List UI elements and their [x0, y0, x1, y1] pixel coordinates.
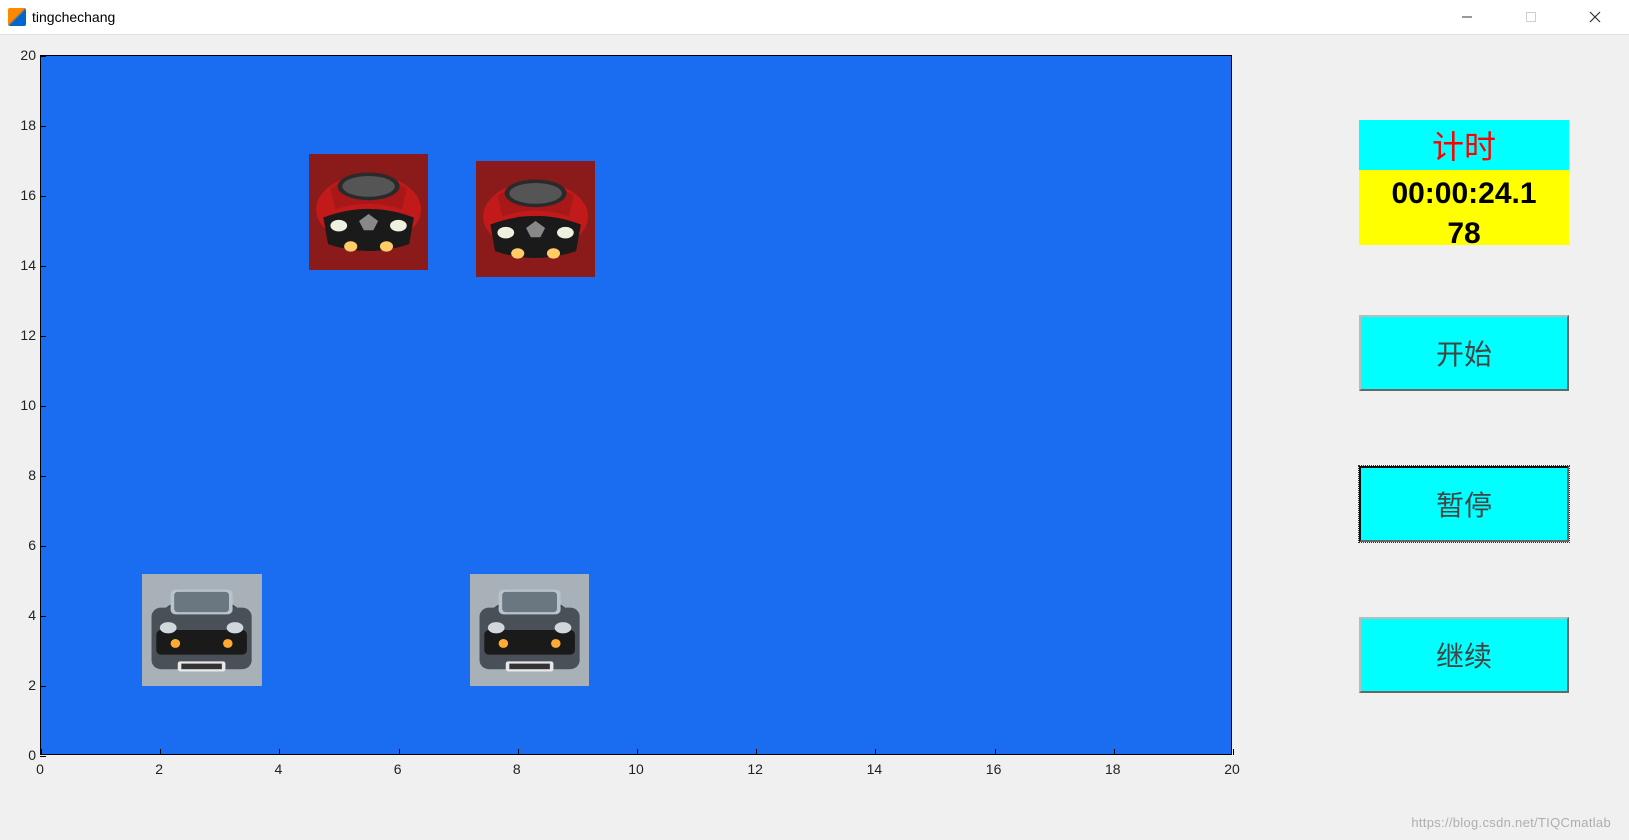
- axes: 0246810121416182002468101214161820: [40, 55, 1232, 755]
- x-tick-label: 16: [986, 761, 1002, 777]
- window-controls: [1447, 2, 1615, 32]
- continue-button[interactable]: 继续: [1359, 617, 1569, 693]
- x-tick-label: 10: [628, 761, 644, 777]
- grey-car-sprite: [470, 574, 589, 686]
- x-tick-label: 18: [1105, 761, 1121, 777]
- close-button[interactable]: [1575, 2, 1615, 32]
- red-car-sprite: [476, 161, 595, 277]
- y-tick-label: 12: [10, 327, 36, 343]
- timer-line1: 00:00:24.1: [1359, 174, 1569, 214]
- y-tick-label: 10: [10, 397, 36, 413]
- y-tick-label: 20: [10, 47, 36, 63]
- x-tick-label: 0: [36, 761, 44, 777]
- x-tick-label: 2: [155, 761, 163, 777]
- axes-plot-area[interactable]: [40, 55, 1232, 755]
- window-title: tingchechang: [32, 9, 1447, 25]
- y-tick-label: 8: [10, 467, 36, 483]
- titlebar: tingchechang: [0, 0, 1629, 35]
- grey-car-sprite: [142, 574, 261, 686]
- y-tick-label: 6: [10, 537, 36, 553]
- figure-body: 0246810121416182002468101214161820 计时 00…: [0, 35, 1629, 840]
- start-button[interactable]: 开始: [1359, 315, 1569, 391]
- x-tick-label: 6: [394, 761, 402, 777]
- pause-button[interactable]: 暂停: [1359, 466, 1569, 542]
- x-tick-label: 4: [274, 761, 282, 777]
- y-tick-label: 16: [10, 187, 36, 203]
- y-tick-label: 14: [10, 257, 36, 273]
- maximize-button[interactable]: [1511, 2, 1551, 32]
- timer-line2: 78: [1359, 214, 1569, 245]
- y-tick-label: 0: [10, 747, 36, 763]
- x-tick-label: 12: [747, 761, 763, 777]
- x-tick-label: 20: [1224, 761, 1240, 777]
- y-tick-label: 4: [10, 607, 36, 623]
- y-tick-label: 18: [10, 117, 36, 133]
- x-tick-label: 8: [513, 761, 521, 777]
- timer-label: 计时: [1359, 120, 1569, 170]
- x-tick-label: 14: [867, 761, 883, 777]
- matlab-icon: [8, 8, 26, 26]
- control-panel: 计时 00:00:24.1 78 开始 暂停 继续: [1359, 120, 1569, 693]
- red-car-sprite: [309, 154, 428, 270]
- watermark: https://blog.csdn.net/TIQCmatlab: [1411, 815, 1611, 830]
- y-tick-label: 2: [10, 677, 36, 693]
- timer-display: 00:00:24.1 78: [1359, 170, 1569, 245]
- minimize-button[interactable]: [1447, 2, 1487, 32]
